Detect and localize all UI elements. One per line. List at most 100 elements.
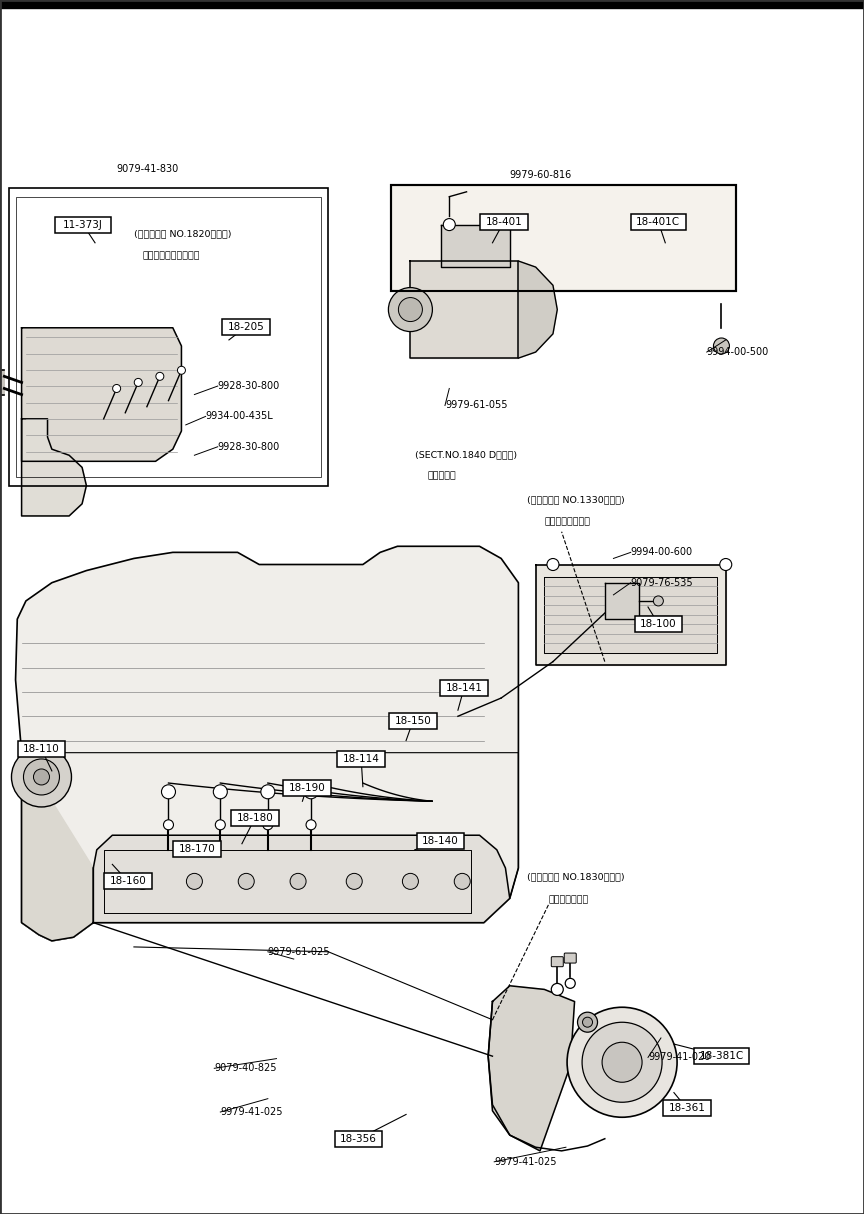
Text: 9994-00-500: 9994-00-500 (707, 347, 769, 357)
Circle shape (213, 784, 227, 799)
Text: 18-356: 18-356 (340, 1134, 377, 1144)
Text: 18-170: 18-170 (179, 844, 215, 853)
Circle shape (215, 819, 226, 830)
Text: 9979-41-020: 9979-41-020 (648, 1053, 710, 1062)
Polygon shape (518, 261, 557, 358)
Polygon shape (536, 565, 726, 665)
Circle shape (346, 873, 362, 890)
Text: 9079-40-825: 9079-40-825 (214, 1063, 276, 1073)
Circle shape (156, 373, 164, 380)
FancyBboxPatch shape (631, 214, 686, 231)
Text: 9079-41-830: 9079-41-830 (117, 164, 179, 174)
Circle shape (389, 288, 432, 331)
FancyBboxPatch shape (222, 318, 270, 335)
Polygon shape (488, 986, 575, 1151)
Text: 18-190: 18-190 (289, 783, 325, 793)
Circle shape (547, 558, 559, 571)
Polygon shape (410, 261, 518, 358)
Circle shape (602, 1043, 642, 1082)
Text: 9979-61-055: 9979-61-055 (445, 401, 507, 410)
Polygon shape (605, 583, 639, 619)
Text: 18-110: 18-110 (23, 744, 60, 754)
Text: 9079-76-535: 9079-76-535 (631, 578, 693, 588)
Circle shape (454, 873, 470, 890)
Circle shape (565, 978, 575, 988)
Text: 18-180: 18-180 (237, 813, 273, 823)
Circle shape (238, 873, 254, 890)
Circle shape (135, 873, 150, 890)
Text: 18-141: 18-141 (446, 683, 482, 693)
FancyBboxPatch shape (17, 741, 66, 758)
Bar (16, 197, 321, 477)
Circle shape (403, 873, 418, 890)
Text: 18-401: 18-401 (486, 217, 522, 227)
Text: (セクション NO.1830を参照): (セクション NO.1830を参照) (527, 872, 625, 881)
Text: 9994-00-600: 9994-00-600 (631, 548, 693, 557)
Text: 9928-30-800: 9928-30-800 (218, 381, 280, 391)
Text: 9979-41-025: 9979-41-025 (220, 1107, 283, 1117)
Circle shape (720, 558, 732, 571)
Text: 18-114: 18-114 (343, 754, 379, 764)
Text: (セクション NO.1820を参照): (セクション NO.1820を参照) (134, 229, 232, 239)
FancyBboxPatch shape (416, 833, 465, 850)
Text: (SECT.NO.1840 Dを参照): (SECT.NO.1840 Dを参照) (415, 450, 517, 460)
Circle shape (163, 819, 174, 830)
Circle shape (187, 873, 202, 890)
Circle shape (443, 219, 455, 231)
Text: 9979-61-025: 9979-61-025 (268, 947, 330, 957)
Circle shape (263, 819, 273, 830)
Circle shape (398, 297, 422, 322)
Bar (391, 185, 736, 291)
Circle shape (134, 379, 143, 386)
FancyBboxPatch shape (55, 216, 111, 233)
Circle shape (261, 784, 275, 799)
Circle shape (290, 873, 306, 890)
FancyBboxPatch shape (551, 957, 563, 966)
Polygon shape (16, 546, 518, 941)
FancyBboxPatch shape (480, 214, 528, 231)
FancyBboxPatch shape (389, 713, 437, 730)
Text: 18-150: 18-150 (395, 716, 431, 726)
Text: 18-401C: 18-401C (636, 217, 681, 227)
Text: ディストリビューター: ディストリビューター (143, 251, 200, 261)
Circle shape (112, 385, 121, 392)
FancyBboxPatch shape (634, 615, 683, 632)
Text: 18-140: 18-140 (422, 836, 459, 846)
Text: エアークリーナー: エアークリーナー (544, 517, 590, 527)
Text: 9979-41-025: 9979-41-025 (494, 1157, 556, 1167)
Text: 18-160: 18-160 (110, 877, 146, 886)
Polygon shape (0, 370, 4, 395)
FancyBboxPatch shape (440, 680, 488, 697)
Text: 18-205: 18-205 (228, 322, 264, 331)
Circle shape (177, 367, 186, 374)
Polygon shape (22, 328, 181, 461)
Circle shape (582, 1022, 662, 1102)
FancyBboxPatch shape (283, 779, 331, 796)
Text: 9928-30-800: 9928-30-800 (218, 442, 280, 452)
Text: 18-100: 18-100 (640, 619, 677, 629)
Circle shape (306, 819, 316, 830)
Circle shape (577, 1012, 598, 1032)
Bar (9, 188, 328, 486)
Circle shape (34, 768, 49, 785)
Polygon shape (93, 835, 510, 923)
Polygon shape (441, 225, 510, 267)
FancyBboxPatch shape (564, 953, 576, 963)
Text: 18-381C: 18-381C (699, 1051, 744, 1061)
FancyBboxPatch shape (694, 1048, 749, 1065)
Circle shape (162, 784, 175, 799)
Circle shape (582, 1017, 593, 1027)
Text: オルタネーター: オルタネーター (549, 895, 589, 904)
Circle shape (11, 747, 72, 807)
Text: 9934-00-435L: 9934-00-435L (206, 412, 273, 421)
Polygon shape (544, 577, 717, 653)
FancyBboxPatch shape (173, 840, 221, 857)
Text: 11-373J: 11-373J (63, 220, 103, 229)
Circle shape (653, 596, 664, 606)
Polygon shape (22, 419, 86, 516)
Circle shape (567, 1008, 677, 1117)
Circle shape (304, 784, 318, 799)
Circle shape (23, 759, 60, 795)
FancyBboxPatch shape (231, 810, 279, 827)
Text: 9979-60-816: 9979-60-816 (510, 170, 572, 180)
